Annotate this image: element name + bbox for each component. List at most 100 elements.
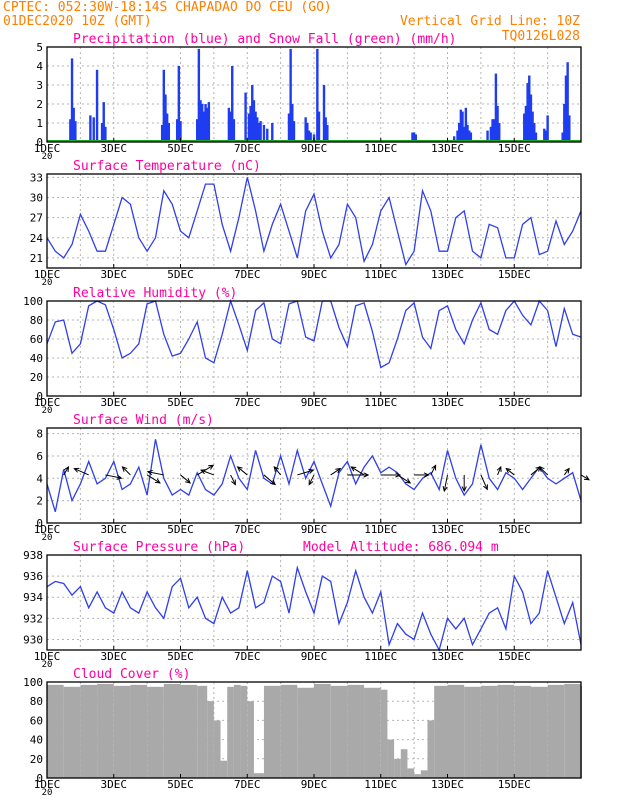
x-tick-label: 15DEC <box>498 523 531 536</box>
wind-vector-head <box>483 484 488 491</box>
x-tick-label: 13DEC <box>431 523 464 536</box>
y-tick-label: 934 <box>23 591 43 604</box>
y-tick-label: 1 <box>36 117 43 130</box>
cloud-bar <box>330 685 348 778</box>
y-tick-label: 936 <box>23 570 43 583</box>
x-tick-label: 15DEC <box>498 396 531 409</box>
precip-bar <box>326 124 329 142</box>
wind-vector <box>146 474 161 484</box>
cloud-bar <box>247 701 254 778</box>
precip-bar <box>164 94 167 142</box>
cloud-bar <box>197 685 208 778</box>
x-tick-label: 9DEC <box>301 650 328 663</box>
x-tick-label: 3DEC <box>101 142 128 155</box>
cloud-bar <box>407 768 415 778</box>
wind-vector-head <box>231 479 236 486</box>
panel-title: Surface Pressure (hPa) <box>73 540 245 555</box>
panel-title: Precipitation (blue) and Snow Fall (gree… <box>73 32 457 47</box>
wind-vector-head <box>308 468 315 474</box>
x-tick-label: 1DEC <box>34 778 61 791</box>
cloud-bar <box>434 685 448 778</box>
x-tick-label: 3DEC <box>101 396 128 409</box>
precip-bar <box>104 126 107 142</box>
wind-vector-head <box>208 464 215 470</box>
x-tick-label: 3DEC <box>101 778 128 791</box>
wind-vector <box>539 466 548 476</box>
x-tick-label: 5DEC <box>167 396 194 409</box>
x-tick-label: 5DEC <box>167 523 194 536</box>
wind-vector-head <box>273 466 279 472</box>
y-tick-label: 4 <box>36 60 43 73</box>
precip-bar <box>564 75 568 142</box>
y-tick-label: 80 <box>30 695 43 708</box>
precip-bar <box>306 123 309 142</box>
precip-bar <box>229 111 232 142</box>
y-tick-label: 932 <box>23 612 43 625</box>
header-date: 01DEC2020 10Z (GMT) <box>3 14 152 29</box>
precip-bar <box>526 83 529 142</box>
precip-bar <box>544 130 548 142</box>
x-tick-label: 5DEC <box>167 268 194 281</box>
precip-bar <box>200 104 204 142</box>
panel-6: 0 20 40 60 80 100 1DEC 3DEC 5DEC 7DEC 9DEC 11DEC 13D… <box>23 667 582 798</box>
y-tick-label: 27 <box>30 212 43 225</box>
cloud-bar <box>113 685 131 778</box>
precip-bar <box>534 132 538 142</box>
wind-vector-head <box>335 467 342 474</box>
x-tick-label: 11DEC <box>364 778 397 791</box>
y-tick-label: 0 <box>36 390 43 403</box>
cloud-bar <box>480 685 498 778</box>
wind-vector-head <box>185 478 191 484</box>
cloud-bar <box>180 684 198 778</box>
cloud-bar <box>240 685 248 778</box>
wind-vector-head <box>236 466 243 472</box>
year-label: 20 <box>42 152 53 162</box>
y-tick-label: 930 <box>23 633 43 646</box>
y-tick-label: 33 <box>30 171 43 184</box>
precip-bar <box>102 102 105 142</box>
x-tick-label: 15DEC <box>498 268 531 281</box>
y-tick-label: 100 <box>23 676 43 689</box>
precip-bar <box>459 109 463 142</box>
wind-vector <box>63 466 69 476</box>
wind-vector <box>480 474 488 490</box>
precip-bar <box>257 123 261 142</box>
wind-vector-head <box>538 466 545 472</box>
x-tick-label: 9DEC <box>301 523 328 536</box>
cloud-bar <box>280 684 298 778</box>
y-tick-label: 6 <box>36 450 43 463</box>
wind-vector-head <box>308 479 314 486</box>
precip-bar <box>566 62 569 143</box>
precip-bar <box>466 124 469 142</box>
y-tick-label: 0 <box>36 136 43 149</box>
precip-bar <box>489 126 493 142</box>
precip-bar <box>165 113 169 142</box>
wind-vector <box>308 474 315 485</box>
precip-bar <box>287 113 291 142</box>
precip-bar <box>204 104 207 142</box>
x-tick-label: 13DEC <box>431 268 464 281</box>
x-tick-label: 13DEC <box>431 778 464 791</box>
wind-vector <box>563 468 570 476</box>
y-tick-label: 100 <box>23 295 43 308</box>
panel-1: 0 1 2 3 4 5 1DEC 3DEC 5DEC 7DEC 9DEC 11DEC 13DEC 15DE… <box>34 32 582 162</box>
x-tick-label: 3DEC <box>101 650 128 663</box>
precip-bar <box>227 107 231 142</box>
wind-vector <box>273 466 282 476</box>
wind-vector-head <box>431 464 437 471</box>
x-tick-label: 9DEC <box>301 396 328 409</box>
precip-bar <box>72 107 75 142</box>
cloud-bar <box>63 686 81 778</box>
x-tick-label: 15DEC <box>498 650 531 663</box>
precip-bar <box>498 123 501 142</box>
x-tick-label: 13DEC <box>431 650 464 663</box>
series-line <box>46 565 582 652</box>
cloud-bar <box>394 758 401 778</box>
panel-3: 0 20 40 60 80 100 1DEC 3DEC 5DEC 7DEC 9DEC 11DEC 13D… <box>23 286 582 416</box>
wind-vector <box>350 466 365 476</box>
wind-vector-head <box>146 470 153 476</box>
precip-bar <box>206 107 209 142</box>
y-tick-label: 5 <box>36 41 43 54</box>
x-tick-label: 11DEC <box>364 142 397 155</box>
precip-bar <box>561 132 564 142</box>
